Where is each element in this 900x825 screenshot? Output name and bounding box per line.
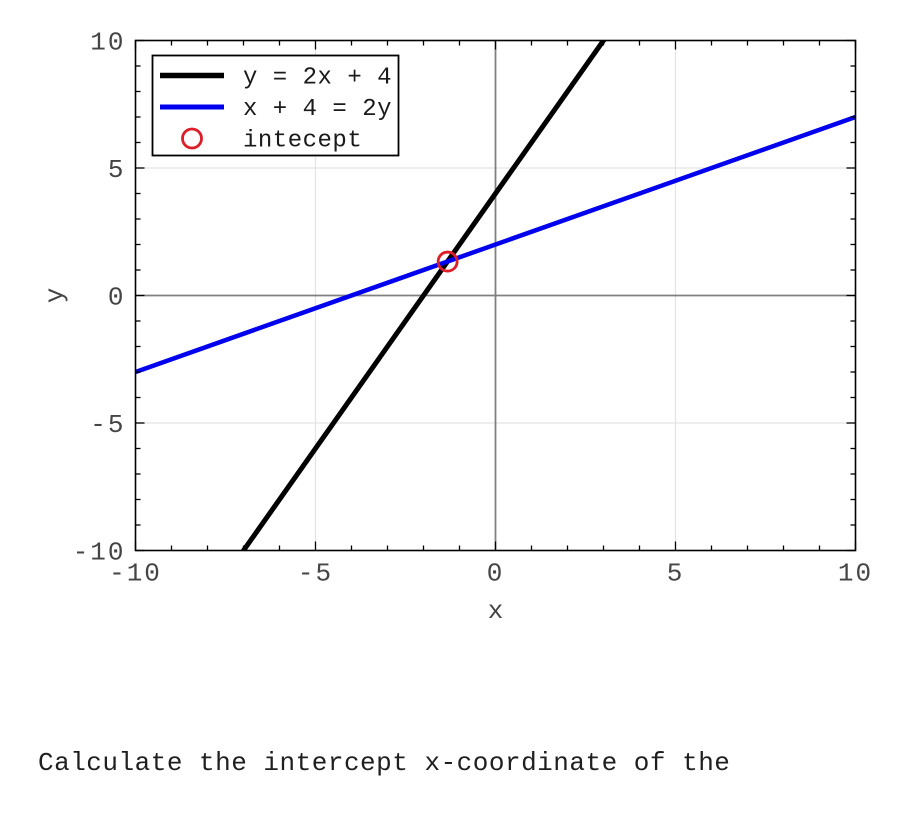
intercept-marker <box>436 250 459 273</box>
x-tick-label: 0 <box>487 559 505 589</box>
y-tick-label: 5 <box>108 155 126 185</box>
question-line-1: Calculate the intercept x-coordinate of … <box>38 748 731 778</box>
x-tick-label: -10 <box>109 559 162 589</box>
y-axis-label: y <box>40 288 70 304</box>
y-tick-label: 10 <box>90 28 125 58</box>
y-tick-label: -10 <box>73 538 126 568</box>
legend-label: x + 4 = 2y <box>243 96 392 123</box>
legend-label: intecept <box>243 128 362 155</box>
series-line-1 <box>135 114 856 375</box>
y-tick-label: 0 <box>108 283 126 313</box>
legend-label: y = 2x + 4 <box>243 65 392 92</box>
series-line-0 <box>240 40 607 551</box>
series-group <box>135 40 856 551</box>
y-tick-label: -5 <box>90 410 125 440</box>
x-tick-label: 10 <box>838 559 873 589</box>
plot-border <box>134 39 857 552</box>
chart-svg: -10 -5 0 5 10 -10 -5 0 5 10 x y y = 2x + 4 x + 4 = 2y… <box>40 28 873 627</box>
legend-swatch-marker <box>181 127 203 150</box>
x-tick-label: -5 <box>298 559 333 589</box>
x-axis-label: x <box>488 596 504 626</box>
legend: y = 2x + 4 x + 4 = 2y intecept <box>151 54 400 157</box>
question-text: Calculate the intercept x-coordinate of … <box>38 681 730 825</box>
x-tick-label: 5 <box>667 559 685 589</box>
